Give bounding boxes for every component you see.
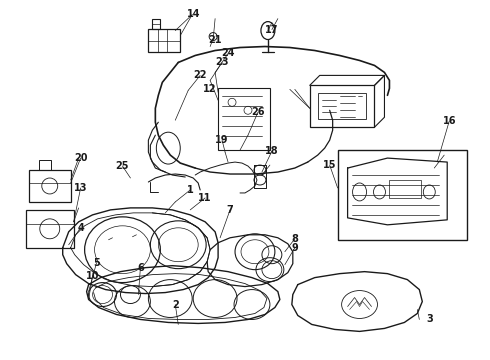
Text: 8: 8	[292, 234, 298, 244]
Text: 12: 12	[203, 84, 217, 94]
Text: 21: 21	[208, 35, 222, 45]
Text: 17: 17	[265, 24, 279, 35]
Text: 22: 22	[194, 71, 207, 80]
Text: 10: 10	[86, 271, 99, 281]
Text: 24: 24	[221, 49, 235, 58]
Text: 1: 1	[187, 185, 194, 195]
Bar	[318, 93, 366, 119]
Text: 2: 2	[172, 300, 179, 310]
Bar	[218, 88, 270, 150]
Text: 15: 15	[323, 160, 337, 170]
Text: 4: 4	[77, 223, 84, 233]
Bar	[338, 150, 467, 240]
Text: 25: 25	[116, 161, 129, 171]
Text: 19: 19	[215, 135, 229, 145]
Bar	[310, 85, 374, 127]
Bar	[148, 28, 180, 53]
Text: 23: 23	[215, 58, 229, 67]
Text: 18: 18	[265, 146, 279, 156]
Bar	[39, 160, 51, 170]
Text: 20: 20	[74, 153, 87, 163]
Bar	[152, 19, 160, 28]
Text: 14: 14	[187, 9, 200, 19]
Text: 26: 26	[251, 107, 265, 117]
Text: 5: 5	[93, 258, 100, 268]
Text: 3: 3	[426, 314, 433, 324]
Text: 11: 11	[198, 193, 212, 203]
Bar	[26, 210, 74, 248]
Text: 13: 13	[74, 183, 87, 193]
Text: 7: 7	[227, 205, 233, 215]
Bar	[390, 180, 421, 198]
Text: 6: 6	[137, 263, 144, 273]
Text: 16: 16	[442, 116, 456, 126]
Bar	[29, 170, 71, 202]
Text: 9: 9	[292, 243, 298, 253]
